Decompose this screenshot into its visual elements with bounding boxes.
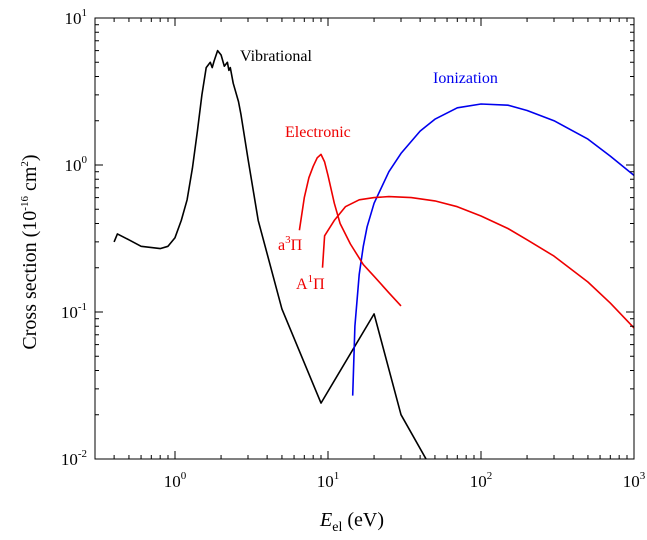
y-tick-label: 100: [65, 154, 88, 175]
series-line-electronic-a-: [298, 153, 402, 307]
x-tick-label: 102: [470, 470, 493, 491]
y-tick-label: 10-2: [61, 448, 87, 469]
plot-frame: [94, 17, 635, 460]
vibrational-label: Vibrational: [240, 48, 312, 65]
series-line-electronic-a-: [321, 195, 634, 329]
x-axis-label: Eel (eV): [319, 509, 384, 535]
tick-labels: 100 101 102 103 10-2 10-1 100 101: [61, 7, 646, 491]
x-tick-label: 101: [317, 470, 340, 491]
series-layer: [113, 49, 634, 459]
A1pi-label: A1Π: [296, 273, 325, 293]
x-tick-label: 103: [623, 470, 646, 491]
y-axis-label: Cross section (10-16 cm2): [19, 154, 41, 349]
electronic-label: Electronic: [285, 124, 351, 141]
y-tick-label: 10-1: [61, 301, 87, 322]
series-line-vibrational: [113, 49, 427, 459]
ticks-layer: [94, 17, 635, 460]
y-tick-label: 101: [65, 7, 88, 28]
a3pi-label: a3Π: [278, 234, 303, 254]
series-line-ionization: [351, 103, 634, 396]
x-tick-label: 100: [164, 470, 187, 491]
ionization-label: Ionization: [433, 70, 498, 87]
